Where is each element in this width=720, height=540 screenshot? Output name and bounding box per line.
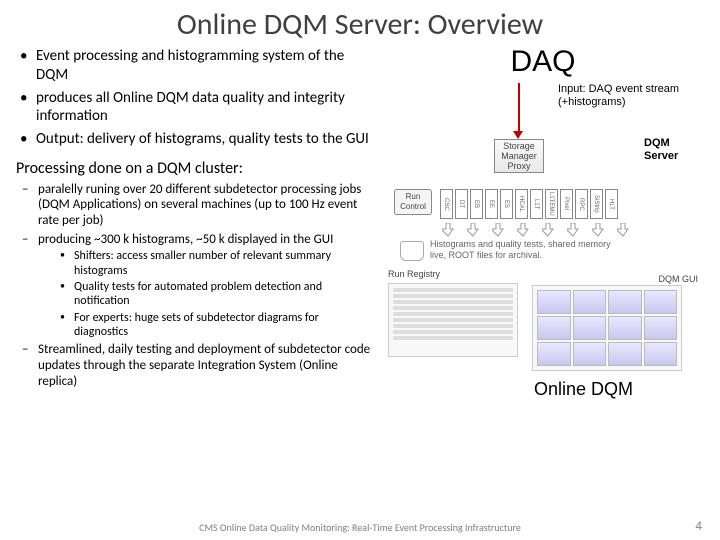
hollow-arrow-icon	[617, 223, 629, 237]
dqm-gui-panel	[532, 285, 682, 371]
left-column: Event processing and histogramming syste…	[16, 47, 374, 459]
content-area: Event processing and histogramming syste…	[0, 43, 720, 459]
hollow-arrow-icon	[592, 223, 604, 237]
bullet-item: Shifters: access smaller number of relev…	[56, 249, 374, 278]
hollow-arrow-icon	[567, 223, 579, 237]
bullet-text: producing ~300 k histograms, ~50 k displ…	[38, 232, 333, 247]
hollow-arrows-row	[442, 223, 629, 237]
dqm-gui-grid	[533, 286, 681, 370]
architecture-diagram: Input: DAQ event stream (+histograms) St…	[382, 79, 704, 459]
mid-bullets: paralelly runing over 20 different subde…	[16, 182, 374, 390]
bullet-item: Output: delivery of histograms, quality …	[16, 130, 374, 149]
top-bullets: Event processing and histogramming syste…	[16, 47, 374, 149]
detector-box: ES	[500, 189, 513, 219]
bullet-item: Streamlined, daily testing and deploymen…	[16, 342, 374, 389]
hollow-arrow-icon	[517, 223, 529, 237]
detector-box: SiStrip	[590, 189, 603, 219]
sub-bullets: Shifters: access smaller number of relev…	[38, 249, 374, 339]
run-registry-label: Run Registry	[388, 269, 440, 279]
hollow-arrow-icon	[542, 223, 554, 237]
detector-box: EE	[485, 189, 498, 219]
detector-box: L1T	[530, 189, 543, 219]
run-control-box: Run Control	[394, 189, 432, 215]
footer-text: CMS Online Data Quality Monitoring: Real…	[0, 521, 720, 534]
detector-box: L1TEMU	[545, 189, 558, 219]
detector-box: Pixel	[560, 189, 573, 219]
arrow-stem	[518, 83, 520, 133]
storage-manager-proxy-box: Storage Manager Proxy	[494, 139, 544, 173]
detector-box: CSC	[440, 189, 453, 219]
dqm-gui-label: DQM GUI	[659, 274, 699, 284]
run-registry-panel	[388, 283, 518, 357]
section-heading: Processing done on a DQM cluster:	[16, 159, 374, 178]
hollow-arrow-icon	[442, 223, 454, 237]
archive-caption: Histograms and quality tests, shared mem…	[430, 239, 620, 261]
bullet-item: For experts: huge sets of subdetector di…	[56, 311, 374, 340]
hollow-arrow-icon	[492, 223, 504, 237]
bullet-item: paralelly runing over 20 different subde…	[16, 182, 374, 229]
detector-box: HLT	[605, 189, 618, 219]
hollow-arrow-icon	[467, 223, 479, 237]
dqm-server-annotation: DQM Server	[644, 137, 704, 163]
storage-cylinder	[400, 241, 424, 261]
detector-box: HCAL	[515, 189, 528, 219]
detector-box: EB	[470, 189, 483, 219]
page-number: 4	[695, 519, 702, 534]
daq-label: DAQ	[382, 45, 704, 79]
slide-title: Online DQM Server: Overview	[0, 0, 720, 43]
arrow-down-icon	[513, 131, 523, 139]
detector-box: RPC	[575, 189, 588, 219]
input-annotation: Input: DAQ event stream (+histograms)	[558, 83, 698, 109]
run-registry-content	[389, 284, 517, 356]
bullet-item: produces all Online DQM data quality and…	[16, 89, 374, 127]
online-dqm-label: Online DQM	[534, 379, 633, 400]
bullet-item: producing ~300 k histograms, ~50 k displ…	[16, 232, 374, 340]
bullet-item: Quality tests for automated problem dete…	[56, 280, 374, 309]
right-column: DAQ Input: DAQ event stream (+histograms…	[382, 47, 704, 459]
detector-box: DT	[455, 189, 468, 219]
bullet-item: Event processing and histogramming syste…	[16, 47, 374, 85]
detector-row: CSC DT EB EE ES HCAL L1T L1TEMU Pixel RP…	[440, 189, 618, 219]
